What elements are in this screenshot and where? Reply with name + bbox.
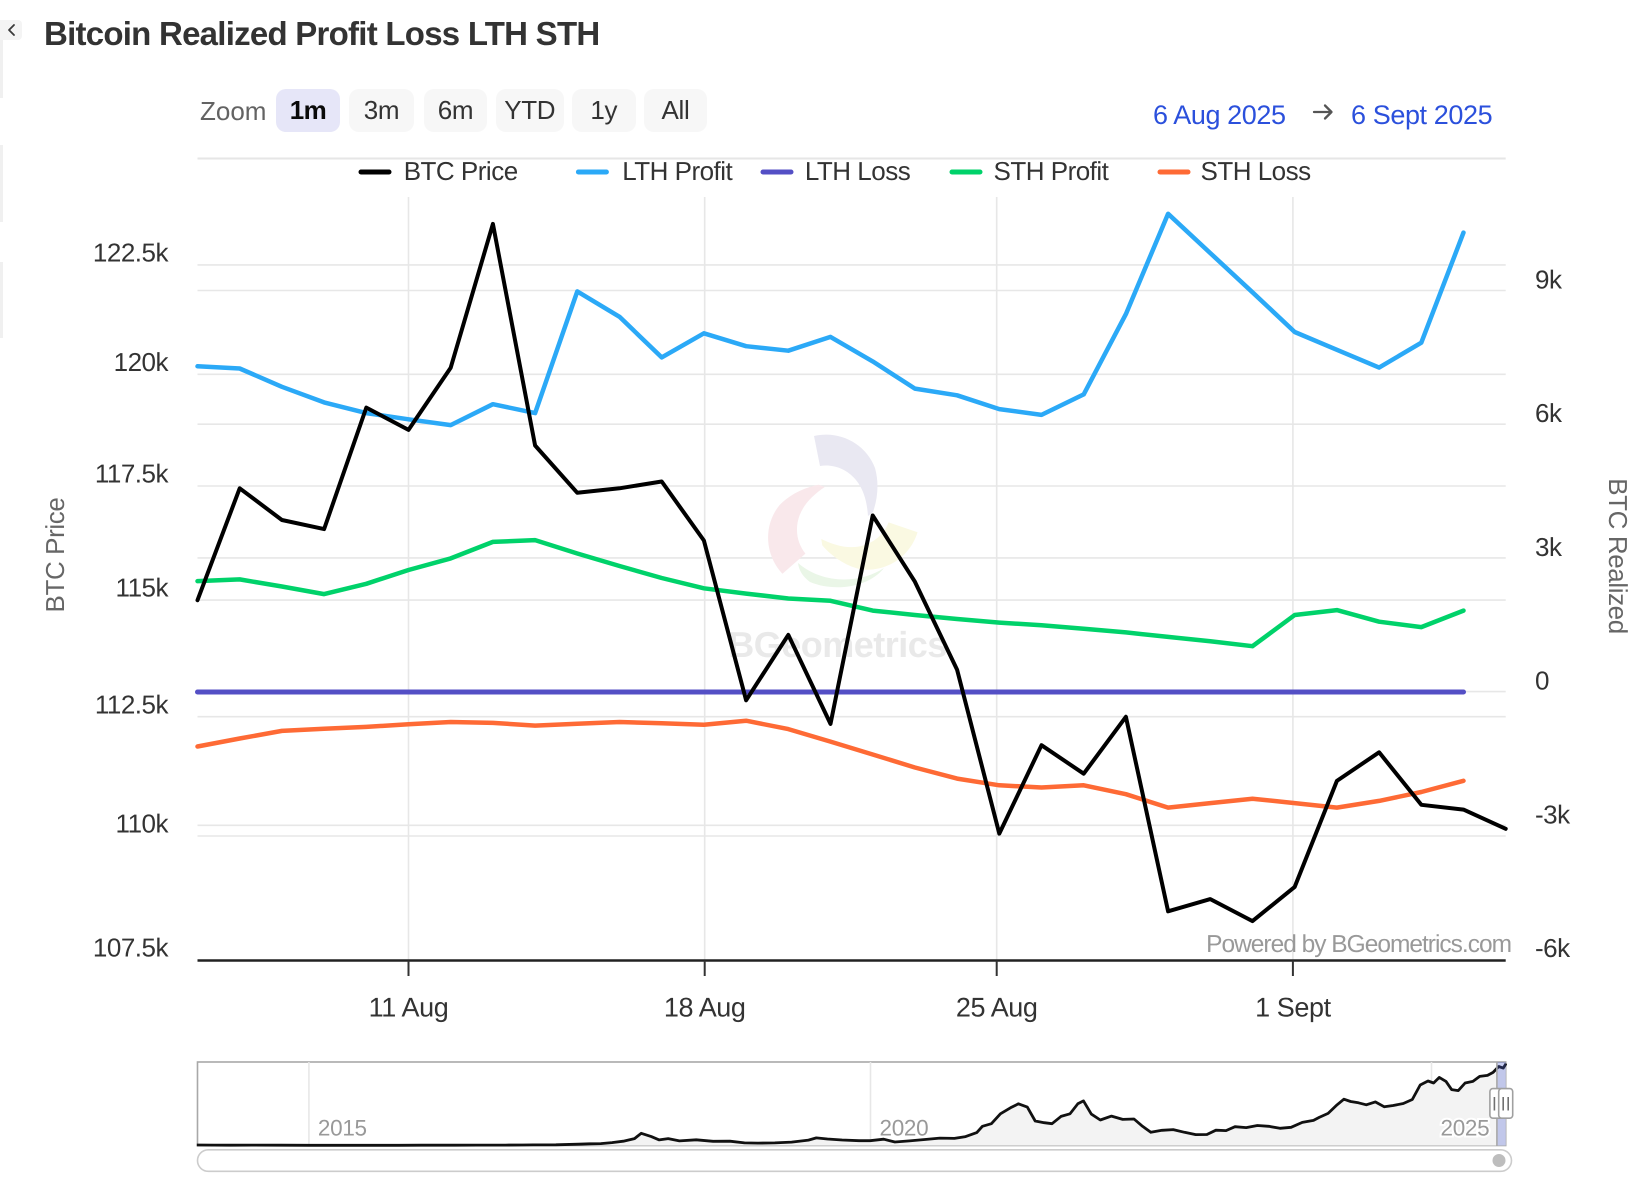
svg-text:1 Sept: 1 Sept (1255, 993, 1332, 1023)
svg-text:-6k: -6k (1535, 933, 1571, 963)
svg-text:2015: 2015 (318, 1116, 367, 1141)
svg-text:-3k: -3k (1535, 800, 1571, 830)
svg-text:BTC Price: BTC Price (404, 156, 518, 186)
svg-text:BTC Price: BTC Price (40, 498, 70, 613)
svg-text:112.5k: 112.5k (95, 690, 170, 720)
svg-text:LTH Profit: LTH Profit (622, 156, 733, 186)
svg-text:0: 0 (1535, 666, 1549, 696)
svg-text:18 Aug: 18 Aug (664, 993, 746, 1023)
svg-text:2025: 2025 (1441, 1116, 1490, 1141)
svg-text:117.5k: 117.5k (95, 459, 170, 489)
svg-text:BTC Realized: BTC Realized (1603, 478, 1633, 634)
svg-text:120k: 120k (114, 347, 170, 377)
svg-text:3k: 3k (1535, 532, 1563, 562)
svg-text:2020: 2020 (880, 1116, 929, 1141)
svg-text:9k: 9k (1535, 265, 1563, 295)
svg-text:BGeometrics: BGeometrics (728, 624, 947, 665)
svg-text:LTH Loss: LTH Loss (805, 156, 911, 186)
svg-text:107.5k: 107.5k (93, 933, 170, 963)
svg-text:115k: 115k (116, 573, 170, 603)
svg-text:122.5k: 122.5k (93, 238, 170, 268)
svg-text:6k: 6k (1535, 398, 1563, 428)
svg-text:STH Loss: STH Loss (1201, 156, 1312, 186)
svg-text:110k: 110k (116, 809, 170, 839)
svg-text:11 Aug: 11 Aug (369, 993, 449, 1023)
svg-text:Powered by BGeometrics.com: Powered by BGeometrics.com (1206, 931, 1511, 958)
svg-text:STH Profit: STH Profit (994, 156, 1110, 186)
svg-text:25 Aug: 25 Aug (956, 993, 1038, 1023)
